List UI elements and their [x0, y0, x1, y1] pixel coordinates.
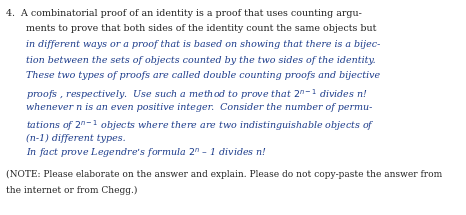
Text: (NOTE: Please elaborate on the answer and explain. Please do not copy-paste the : (NOTE: Please elaborate on the answer an… [6, 170, 442, 179]
Text: tations of $2^{n-1}$ objects where there are two indistinguishable objects of: tations of $2^{n-1}$ objects where there… [26, 118, 375, 133]
Text: the internet or from Chegg.): the internet or from Chegg.) [6, 186, 137, 195]
Text: These two types of proofs are called double counting proofs and bijective: These two types of proofs are called dou… [26, 71, 380, 80]
Text: tion between the sets of objects counted by the two sides of the identity.: tion between the sets of objects counted… [26, 56, 376, 65]
Text: In fact prove Legendre’s formula $2^{n}$ – 1 divides n!: In fact prove Legendre’s formula $2^{n}$… [26, 146, 267, 160]
Text: ments to prove that both sides of the identity count the same objects but: ments to prove that both sides of the id… [26, 24, 377, 33]
Text: proofs , respectively.  Use such a method to prove that $2^{n-1}$ divides n!: proofs , respectively. Use such a method… [26, 87, 368, 102]
Text: (n-1) different types.: (n-1) different types. [26, 134, 126, 143]
Text: 4.  A combinatorial proof of an identity is a proof that uses counting argu-: 4. A combinatorial proof of an identity … [6, 9, 362, 18]
Text: whenever n is an even positive integer.  Consider the number of permu-: whenever n is an even positive integer. … [26, 103, 372, 112]
Text: in different ways or a proof that is based on showing that there is a bijec-: in different ways or a proof that is bas… [26, 40, 380, 49]
